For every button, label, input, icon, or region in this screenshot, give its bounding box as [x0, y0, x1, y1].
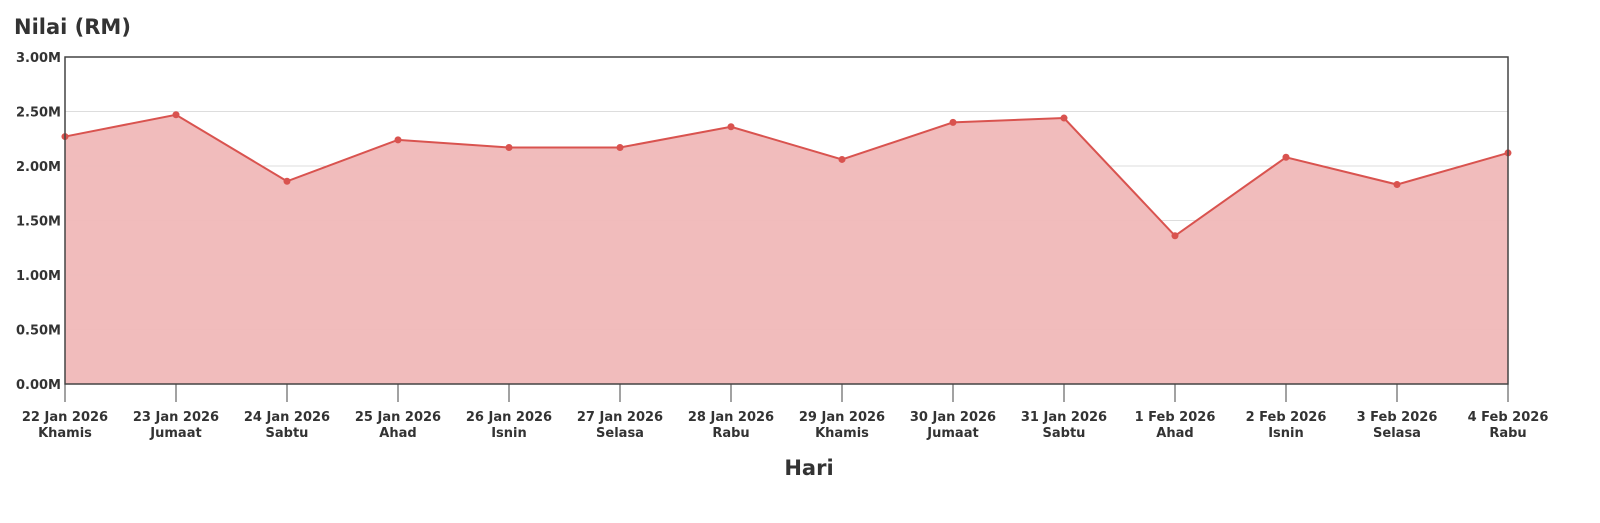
area — [65, 114, 1508, 385]
x-tick-weekday: Selasa — [1373, 426, 1421, 441]
x-tick-label: 4 Feb 2026 — [1468, 410, 1549, 425]
x-tick-weekday: Selasa — [596, 426, 644, 441]
x-tick-label: 22 Jan 2026 — [22, 410, 108, 425]
x-tick-weekday: Isnin — [1268, 426, 1304, 441]
y-tick-label: 1.50M — [16, 215, 61, 230]
point — [616, 143, 624, 151]
point — [1060, 114, 1068, 122]
point — [394, 136, 402, 144]
x-tick-weekday: Khamis — [815, 426, 869, 441]
x-tick-label: 31 Jan 2026 — [1021, 410, 1107, 425]
point — [1393, 181, 1401, 189]
point — [283, 177, 291, 185]
y-tick-label: 0.00M — [16, 378, 61, 393]
x-tick-weekday: Rabu — [712, 426, 749, 441]
x-tick-weekday: Sabtu — [1043, 426, 1086, 441]
x-tick-label: 3 Feb 2026 — [1357, 410, 1438, 425]
x-tick-weekday: Khamis — [38, 426, 92, 441]
x-tick-label: 23 Jan 2026 — [133, 410, 219, 425]
x-tick-label: 1 Feb 2026 — [1135, 410, 1216, 425]
point — [505, 143, 513, 151]
point — [1171, 232, 1179, 240]
x-tick-label: 24 Jan 2026 — [244, 410, 330, 425]
point — [949, 118, 957, 126]
y-tick-label: 2.00M — [16, 160, 61, 175]
chart-title: Nilai (RM) — [14, 15, 131, 39]
y-tick-label: 0.50M — [16, 324, 61, 339]
x-tick-weekday: Rabu — [1489, 426, 1526, 441]
y-tick-label: 3.00M — [16, 51, 61, 66]
x-tick-weekday: Jumaat — [149, 426, 201, 441]
x-tick-label: 25 Jan 2026 — [355, 410, 441, 425]
x-tick-label: 26 Jan 2026 — [466, 410, 552, 425]
line — [64, 113, 1509, 238]
point — [838, 155, 846, 163]
point — [172, 111, 180, 119]
x-tick-weekday: Jumaat — [926, 426, 978, 441]
x-tick-weekday: Ahad — [379, 426, 416, 441]
point — [1282, 153, 1290, 161]
y-tick-label: 1.00M — [16, 269, 61, 284]
x-axis-title: Hari — [784, 456, 833, 480]
x-tick-label: 2 Feb 2026 — [1246, 410, 1327, 425]
x-tick-label: 29 Jan 2026 — [799, 410, 885, 425]
point — [727, 123, 735, 131]
x-tick-weekday: Isnin — [491, 426, 527, 441]
y-tick-label: 2.50M — [16, 106, 61, 121]
x-tick-label: 27 Jan 2026 — [577, 410, 663, 425]
x-tick-label: 30 Jan 2026 — [910, 410, 996, 425]
x-tick-weekday: Ahad — [1156, 426, 1193, 441]
plot-border — [64, 56, 1509, 385]
x-tick-label: 28 Jan 2026 — [688, 410, 774, 425]
x-tick-weekday: Sabtu — [266, 426, 309, 441]
